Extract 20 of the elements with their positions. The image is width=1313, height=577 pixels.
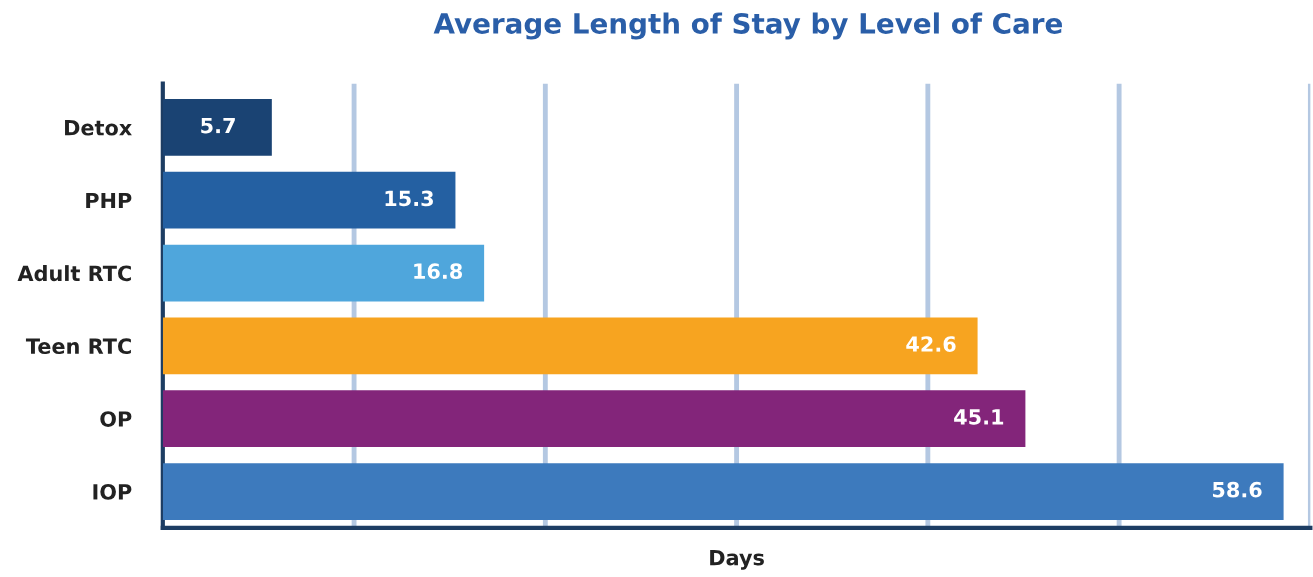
data-label: 42.6 <box>906 336 956 352</box>
bar <box>162 244 485 302</box>
bar <box>162 390 1026 448</box>
bar <box>162 98 272 156</box>
bar <box>162 171 456 229</box>
bar <box>162 463 1284 520</box>
data-label: 58.6 <box>1212 481 1262 498</box>
chart-title: Average Length of Stay by Level of Care <box>433 12 1062 40</box>
data-label: 45.1 <box>954 409 1004 425</box>
y-tick-label: OP <box>100 411 132 427</box>
data-label: 5.7 <box>201 117 235 134</box>
x-axis-title: Days <box>710 549 764 570</box>
y-tick-label: Teen RTC <box>25 338 131 355</box>
data-label: 16.8 <box>414 263 463 280</box>
y-tick-label: PHP <box>86 192 132 209</box>
bar <box>162 317 978 375</box>
y-tick-label: Adult RTC <box>17 265 131 282</box>
data-label: 15.3 <box>385 190 433 207</box>
y-tick-label: IOP <box>93 483 132 500</box>
y-tick-label: Detox <box>65 120 132 136</box>
